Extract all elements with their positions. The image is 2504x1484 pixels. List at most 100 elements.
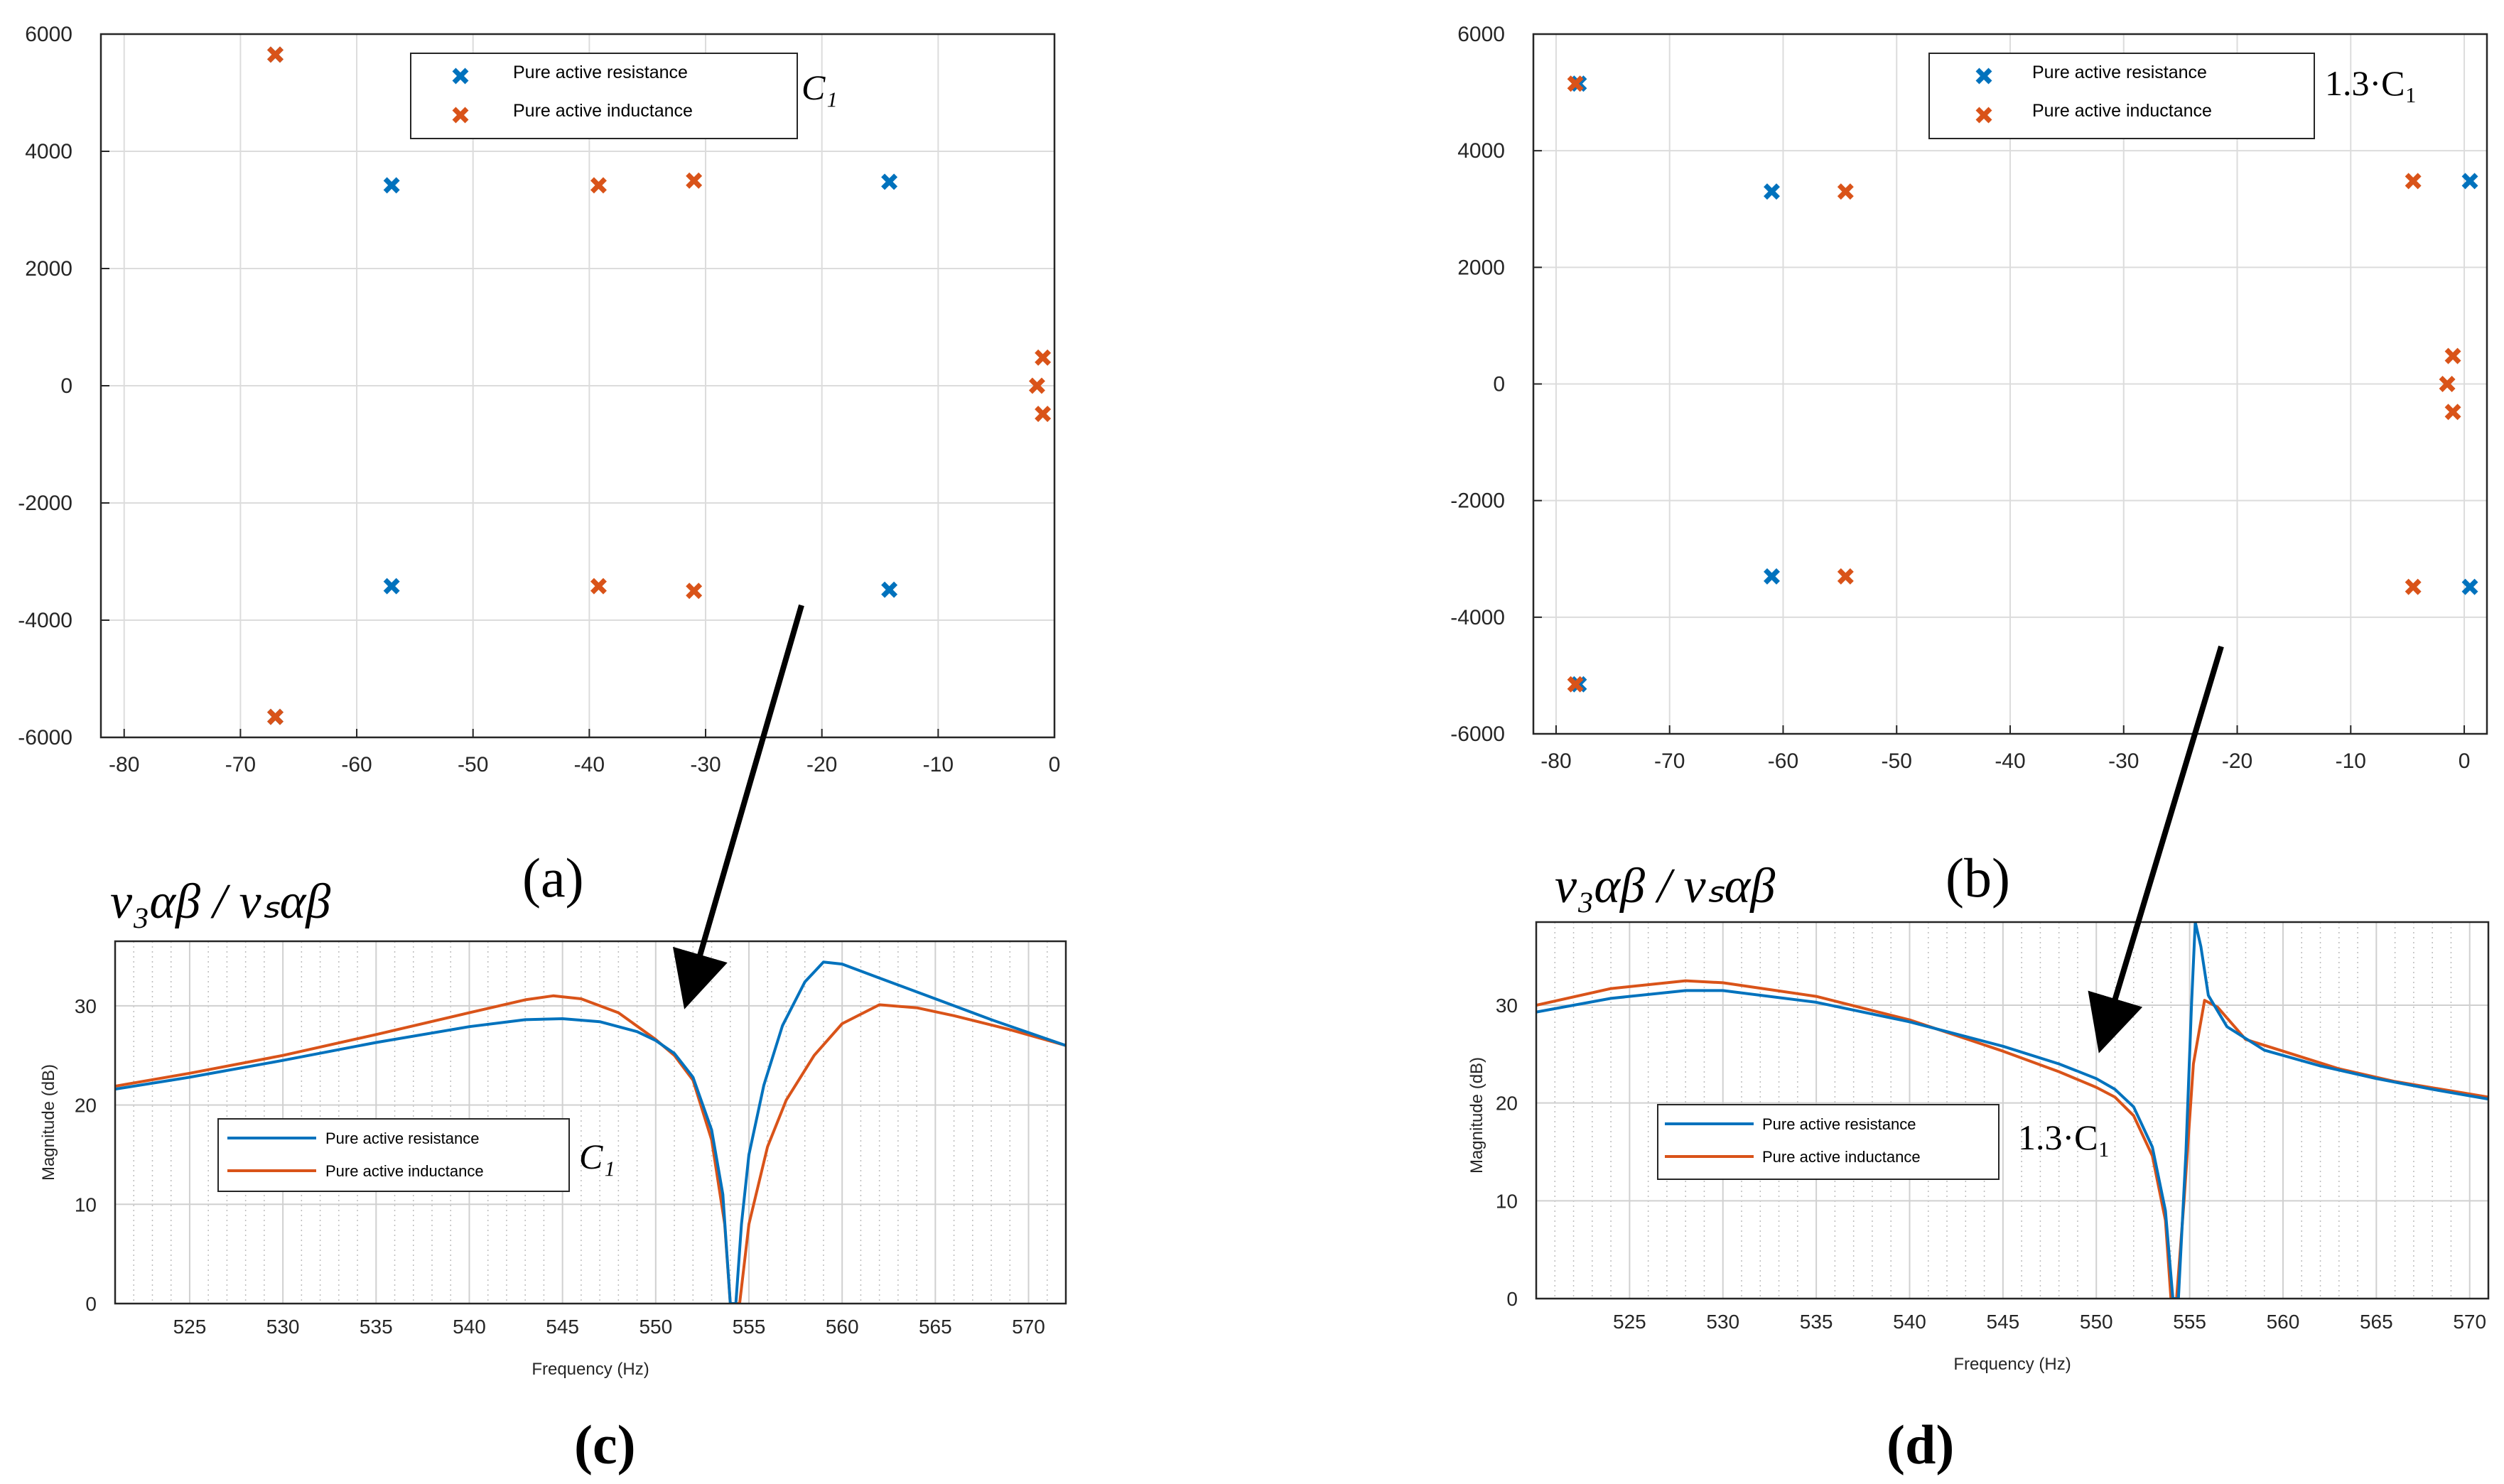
- poles-a: [267, 46, 1052, 725]
- x-tick-label: -70: [225, 753, 256, 776]
- x-tick-label: 560: [2267, 1311, 2300, 1333]
- x-tick-label: 525: [173, 1316, 207, 1338]
- y-tick-label: 0: [1493, 373, 1505, 396]
- pole-inductance: [1837, 183, 1854, 200]
- x-tick-label: -80: [109, 753, 139, 776]
- x-tick-label: -60: [1768, 749, 1798, 773]
- y-tick-label: -4000: [18, 609, 72, 632]
- y-tick-label: 4000: [25, 140, 72, 163]
- x-tick-label: -70: [1654, 749, 1685, 773]
- legend-b: Pure active resistance Pure active induc…: [1928, 53, 2315, 139]
- legend-label-resistance-a: Pure active resistance: [513, 63, 688, 82]
- arrow-a-to-c: [672, 604, 804, 1009]
- plot-frame-b: [1532, 33, 2488, 735]
- y-tick-label: 30: [75, 995, 97, 1017]
- panel-label-a: (a): [522, 847, 584, 909]
- pole-inductance: [1028, 377, 1045, 394]
- legend-marker-inductance-b: [1975, 107, 1992, 124]
- y-axis-label-d: Magnitude (dB): [1467, 1057, 1486, 1174]
- pole-inductance: [590, 177, 607, 194]
- y-tick-label: 0: [60, 374, 72, 398]
- legend-marker-inductance-a: [452, 107, 469, 124]
- chart-title-d: v₃αβ / vₛαβ: [1555, 859, 1775, 914]
- y-tick-label: 6000: [1457, 23, 1505, 46]
- poles-b: [1567, 75, 2478, 693]
- legend-label-inductance-a: Pure active inductance: [513, 101, 693, 121]
- y-tick-label: 0: [1506, 1288, 1518, 1310]
- x-tick-label: 530: [266, 1316, 300, 1338]
- x-tick-label: -50: [458, 753, 488, 776]
- grid-a: [101, 33, 1055, 738]
- plot-frame-a: [99, 33, 1056, 739]
- pole-inductance: [1567, 676, 1584, 693]
- x-tick-label: -10: [923, 753, 954, 776]
- annotation-d: 1.3·C₁: [2018, 1117, 2110, 1157]
- legend-marker-resistance-a: [452, 67, 469, 85]
- y-tick-label: 0: [85, 1293, 97, 1315]
- pole-resistance: [1764, 568, 1780, 585]
- y-tick-label: 2000: [25, 257, 72, 281]
- y-tick-label: 20: [75, 1095, 97, 1117]
- pole-inductance: [2444, 404, 2461, 421]
- x-tick-label: 530: [1706, 1311, 1739, 1333]
- y-tick-label: 4000: [1457, 139, 1505, 163]
- magnitude-curves-d: [1536, 922, 2488, 1299]
- pole-resistance: [2461, 173, 2478, 190]
- panel-label-b: (b): [1946, 847, 2010, 909]
- x-tick-label: 540: [1893, 1311, 1926, 1333]
- legend-marker-resistance-b: [1975, 67, 1992, 85]
- legend-marker-inductance: [1975, 107, 1992, 124]
- x-tick-label: -30: [2108, 749, 2139, 773]
- x-tick-label: -20: [806, 753, 837, 776]
- pole-inductance: [2444, 347, 2461, 364]
- x-tick-label: -40: [1995, 749, 2025, 773]
- x-axis-label-c: Frequency (Hz): [531, 1360, 649, 1379]
- pole-inductance: [2405, 173, 2422, 190]
- x-tick-label: -50: [1882, 749, 1912, 773]
- tick-labels-c: 525 530 535 540 545 550 555 560 565 570 30 20 10 0: [75, 995, 1045, 1338]
- x-tick-label: 570: [1012, 1316, 1045, 1338]
- x-tick-label: -40: [574, 753, 605, 776]
- x-tick-label: -60: [341, 753, 372, 776]
- y-tick-label: 6000: [25, 23, 72, 46]
- legend-box-b: [1928, 53, 2315, 139]
- pole-resistance: [383, 578, 400, 595]
- y-tick-label: 10: [1496, 1190, 1518, 1212]
- legend-label-inductance-d: Pure active inductance: [1762, 1148, 1921, 1166]
- x-tick-label: 565: [2360, 1311, 2393, 1333]
- x-tick-label: 535: [1800, 1311, 1833, 1333]
- x-tick-label: 555: [733, 1316, 766, 1338]
- pole-resistance: [2461, 578, 2478, 595]
- x-tick-label: 550: [2080, 1311, 2113, 1333]
- tick-labels-a: -80 -70 -60 -50 -40 -30 -20 -10 0 6000 4000 2000 0 -2…: [18, 23, 1060, 776]
- pole-inductance: [1035, 349, 1052, 366]
- legend-box-a: [410, 53, 798, 139]
- pole-inductance: [2439, 376, 2456, 392]
- legend-label-inductance-c: Pure active inductance: [325, 1162, 484, 1180]
- y-tick-label: 2000: [1457, 256, 1505, 279]
- pole-inductance: [686, 172, 703, 189]
- panel-label-c: (c): [574, 1414, 636, 1475]
- legend-d: Pure active resistance Pure active induc…: [1657, 1104, 2000, 1180]
- y-tick-label: -4000: [1450, 606, 1505, 629]
- x-tick-label: -20: [2222, 749, 2252, 773]
- pole-inductance: [267, 46, 284, 63]
- arrow-b-to-d: [2088, 645, 2224, 1054]
- curve-inductance: [115, 994, 1066, 1304]
- x-tick-label: 525: [1613, 1311, 1646, 1333]
- grid-d: [1536, 922, 2489, 1299]
- legend-label-inductance-b: Pure active inductance: [2032, 101, 2212, 121]
- bode-magnitude-c: v₃αβ / vₛαβ 525 530 535 540 545 550 555 560 565 5…: [39, 874, 1067, 1475]
- y-tick-label: 20: [1496, 1093, 1518, 1115]
- pole-inductance: [1567, 75, 1584, 92]
- panel-label-d: (d): [1887, 1414, 1954, 1475]
- legend-marker-resistance: [452, 67, 469, 85]
- x-tick-label: 545: [1987, 1311, 2020, 1333]
- pole-inductance: [267, 708, 284, 725]
- tick-labels-d: 525 530 535 540 545 550 555 560 565 570 30 20 10 0: [1496, 995, 2486, 1333]
- x-tick-label: 545: [546, 1316, 579, 1338]
- x-tick-label: 0: [1049, 753, 1061, 776]
- pole-inductance: [590, 578, 607, 595]
- plot-frame-c: [114, 940, 1067, 1305]
- x-axis-label-d: Frequency (Hz): [1953, 1355, 2071, 1374]
